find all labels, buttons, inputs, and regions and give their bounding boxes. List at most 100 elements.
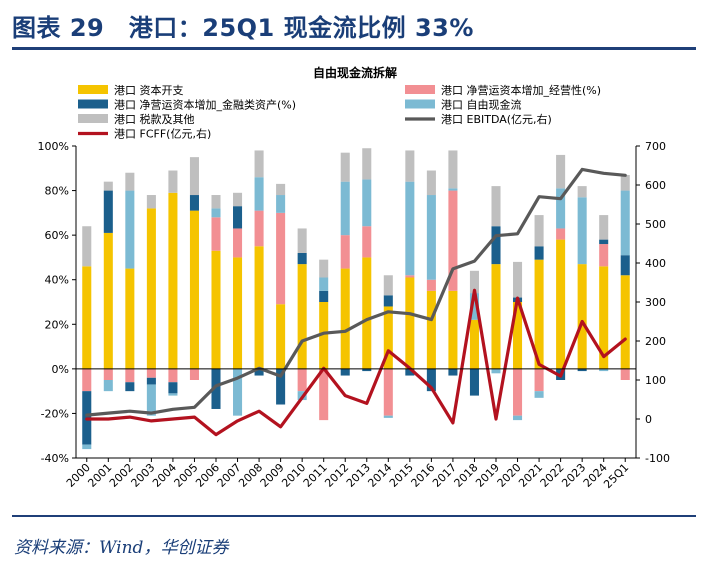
- x-tick-label: 2000: [64, 461, 93, 490]
- bar-segment: [405, 181, 415, 276]
- bar-segment: [319, 302, 329, 369]
- y-right-tick-label: 400: [645, 257, 666, 270]
- y-right-tick-label: 700: [645, 140, 666, 153]
- bar-segment: [168, 192, 178, 369]
- y-left-tick-label: 80%: [45, 185, 69, 198]
- bar-segment: [319, 277, 329, 291]
- bar-segment: [491, 226, 501, 265]
- bar-segment: [168, 170, 178, 193]
- y-right-tick-label: 300: [645, 296, 666, 309]
- legend-swatch: [405, 85, 435, 94]
- bar-segment: [340, 181, 350, 236]
- y-left-tick-label: -20%: [41, 407, 69, 420]
- bar-segment: [469, 293, 479, 320]
- bar-segment: [146, 368, 156, 378]
- bar-segment: [556, 239, 566, 369]
- bar-segment: [556, 154, 566, 189]
- bar-segment: [362, 179, 372, 227]
- bar-segment: [599, 368, 609, 372]
- bar-segment: [469, 270, 479, 294]
- bar-segment: [556, 228, 566, 240]
- x-tick-label: 2015: [387, 461, 416, 490]
- y-left-tick-label: 40%: [45, 274, 69, 287]
- y-left-tick-label: 0%: [52, 363, 69, 376]
- legend-swatch: [78, 114, 108, 123]
- bar-segment: [82, 444, 92, 450]
- bar-segment: [599, 266, 609, 369]
- bar-segment: [556, 188, 566, 229]
- x-tick-label: 2014: [365, 461, 394, 490]
- x-tick-label: 2008: [236, 461, 265, 490]
- bar-segment: [620, 368, 630, 380]
- bar-segment: [383, 368, 393, 416]
- bar-segment: [448, 368, 458, 376]
- bar-segment: [146, 195, 156, 209]
- x-tick-label: 25Q1: [601, 461, 631, 491]
- bar-segment: [426, 195, 436, 280]
- bar-segment: [276, 195, 286, 213]
- bar-segment: [577, 197, 587, 265]
- bar-segment: [168, 382, 178, 394]
- y-right-tick-label: 100: [645, 374, 666, 387]
- bar-segment: [513, 261, 523, 298]
- bar-segment: [297, 368, 307, 392]
- bar-segment: [513, 368, 523, 416]
- bar-segment: [125, 172, 135, 191]
- ebitda-line: [85, 167, 627, 417]
- bar-segment: [448, 190, 458, 291]
- bar-segment: [491, 186, 501, 227]
- bar-segment: [491, 264, 501, 369]
- bar-segment: [383, 295, 393, 307]
- bar-segment: [233, 206, 243, 229]
- bar-segment: [189, 210, 199, 369]
- bar-segment: [340, 368, 350, 376]
- legend-label: 港口 资本开支: [114, 83, 184, 97]
- bar-segment: [233, 257, 243, 369]
- bar-segment: [189, 195, 199, 211]
- legend-label: 港口 税款及其他: [114, 112, 195, 126]
- y-right-tick-label: 600: [645, 179, 666, 192]
- bar-segment: [620, 174, 630, 191]
- bar-segment: [513, 415, 523, 421]
- bar-segment: [211, 195, 221, 209]
- bar-segment: [233, 192, 243, 207]
- bar-segment: [189, 368, 199, 380]
- bar-segment: [233, 368, 243, 416]
- bar-segment: [534, 368, 544, 392]
- bar-segment: [254, 246, 264, 369]
- bar-segment: [340, 268, 350, 369]
- x-tick-label: 2018: [452, 461, 481, 490]
- y-left-tick-label: -40%: [41, 452, 69, 465]
- bar-segment: [254, 150, 264, 178]
- bar-segment: [168, 393, 178, 396]
- bar-segment: [211, 250, 221, 369]
- legend-label: 港口 EBITDA(亿元,右): [441, 112, 552, 126]
- bar-segment: [405, 277, 415, 369]
- bar-segment: [577, 186, 587, 198]
- x-tick-label: 2017: [430, 461, 459, 490]
- y-left-tick-label: 60%: [45, 229, 69, 242]
- legend-label: 港口 净营运资本增加_经营性(%): [441, 83, 601, 97]
- bar-segment: [125, 190, 135, 269]
- bar-segment: [405, 368, 415, 376]
- bar-segment: [276, 183, 286, 196]
- bar-segment: [340, 235, 350, 269]
- line-layer: [85, 167, 627, 437]
- bar-segment: [620, 275, 630, 369]
- bar-segment: [340, 152, 350, 182]
- bar-segment: [534, 246, 544, 260]
- bar-layer: [82, 148, 630, 450]
- bar-segment: [211, 368, 221, 409]
- bar-segment: [189, 157, 199, 196]
- bar-segment: [577, 264, 587, 369]
- bar-segment: [426, 368, 436, 392]
- legend-swatch: [405, 99, 435, 109]
- y-right-tick-label: 500: [645, 218, 666, 231]
- bar-segment: [276, 304, 286, 369]
- bar-segment: [469, 319, 479, 369]
- legend-label: 港口 自由现金流: [441, 98, 522, 112]
- bar-segment: [448, 290, 458, 369]
- legend-swatch: [78, 85, 108, 94]
- bar-segment: [577, 368, 587, 372]
